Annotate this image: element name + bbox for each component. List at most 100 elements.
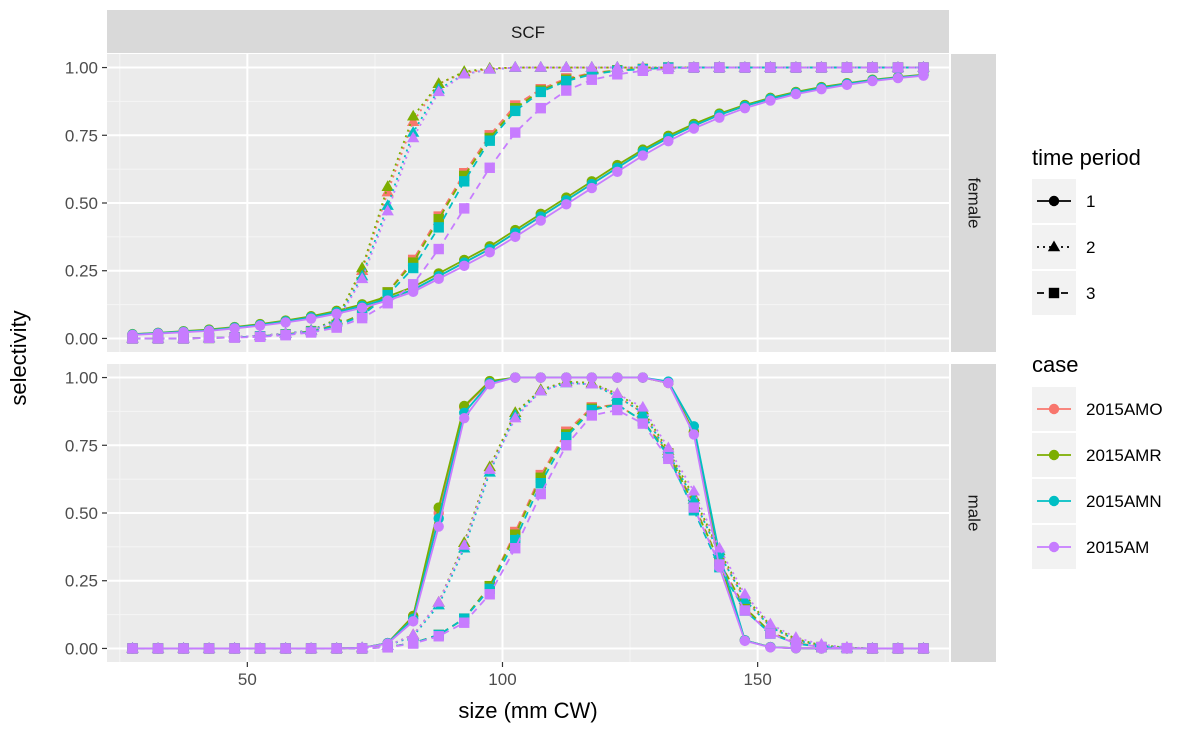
y-tick-label: 0.25 <box>65 572 98 591</box>
facet-strip-female <box>951 54 996 352</box>
data-point <box>355 272 369 284</box>
data-point <box>484 589 495 600</box>
data-point <box>790 62 802 73</box>
series-line <box>132 66 924 340</box>
data-point <box>535 102 546 114</box>
data-point <box>714 559 725 570</box>
x-tick-label: 100 <box>488 670 516 689</box>
data-point <box>535 472 546 483</box>
data-point <box>152 643 164 654</box>
data-point <box>458 67 471 79</box>
data-point <box>841 642 853 654</box>
legend-key-tp-2: 2 <box>1032 225 1095 269</box>
data-point <box>459 412 470 424</box>
legend-label: 2015AMO <box>1086 400 1163 419</box>
data-point <box>765 62 776 73</box>
data-point <box>509 411 522 423</box>
data-point <box>892 72 904 84</box>
legend-label: 2015AM <box>1086 538 1149 557</box>
data-point <box>509 61 522 72</box>
data-point <box>688 62 700 73</box>
data-point <box>382 298 393 309</box>
legend-key-marker <box>1048 287 1060 299</box>
legend-label: 2 <box>1086 238 1095 257</box>
data-point <box>229 643 240 654</box>
data-point <box>127 333 138 344</box>
data-point <box>738 587 752 599</box>
data-point <box>738 593 752 604</box>
data-point <box>561 440 572 451</box>
data-point <box>356 312 368 324</box>
data-point <box>459 170 470 182</box>
data-point <box>611 61 624 72</box>
data-point <box>560 61 573 72</box>
data-point <box>381 204 394 216</box>
data-point <box>918 643 929 654</box>
data-point <box>407 262 419 274</box>
data-point <box>714 112 725 123</box>
axis-layer: 0.00 0.25 0.50 0.75 1.00 0.00 0.25 0.50 0.75 1.00… <box>65 59 772 689</box>
data-point <box>152 333 164 344</box>
data-point <box>561 75 572 87</box>
facet-label-female: female <box>965 177 984 228</box>
data-point <box>765 95 776 106</box>
data-point <box>586 69 597 80</box>
data-point <box>586 404 597 416</box>
data-point <box>739 102 751 114</box>
data-point <box>254 331 266 343</box>
data-point <box>407 115 420 126</box>
y-tick-label: 0.75 <box>65 436 98 455</box>
data-point <box>459 176 470 187</box>
data-point <box>381 185 394 197</box>
data-point <box>816 62 827 73</box>
data-point <box>407 616 419 627</box>
data-point <box>407 628 420 640</box>
data-point <box>280 643 291 654</box>
series-line <box>132 66 924 340</box>
data-point <box>407 109 420 121</box>
x-axis-title: size (mm CW) <box>458 698 597 723</box>
y-tick-label: 1.00 <box>65 59 98 78</box>
data-point <box>560 376 573 388</box>
data-point <box>484 583 495 595</box>
legend-time-period-title: time period <box>1032 145 1141 170</box>
legend-label: 2015AMN <box>1086 492 1162 511</box>
data-point <box>433 631 444 642</box>
data-point <box>535 86 546 98</box>
data-point <box>561 85 572 96</box>
data-point <box>356 643 368 654</box>
data-point <box>663 377 674 389</box>
data-point <box>459 203 470 214</box>
data-point <box>918 62 929 73</box>
data-point <box>433 521 444 532</box>
series-male-tp3-2015AM <box>127 404 929 654</box>
series-layer <box>126 61 930 654</box>
data-point <box>432 85 445 97</box>
legend-key-tp-3: 3 <box>1032 271 1095 315</box>
data-point <box>688 123 700 134</box>
data-point <box>382 289 393 301</box>
data-point <box>637 150 649 161</box>
data-point <box>867 62 878 73</box>
data-point <box>458 539 471 550</box>
data-point <box>178 643 189 654</box>
data-point <box>663 63 674 75</box>
data-point <box>662 441 675 453</box>
legend-key-marker <box>1047 240 1061 252</box>
series-line <box>132 409 924 650</box>
legend-key-marker <box>1048 403 1060 415</box>
facet-strip-male <box>951 364 996 662</box>
legend-case-title: case <box>1032 352 1078 377</box>
data-point <box>892 643 904 654</box>
legend-label: 3 <box>1086 284 1095 303</box>
data-point <box>790 88 802 100</box>
data-point <box>611 387 624 399</box>
data-point <box>510 231 521 243</box>
y-axis-title: selectivity <box>6 310 31 405</box>
data-point <box>841 62 853 73</box>
data-point <box>535 215 546 226</box>
data-point <box>612 404 623 416</box>
data-point <box>535 488 546 500</box>
series-line <box>132 66 924 340</box>
legend-label: 2015AMR <box>1086 446 1162 465</box>
